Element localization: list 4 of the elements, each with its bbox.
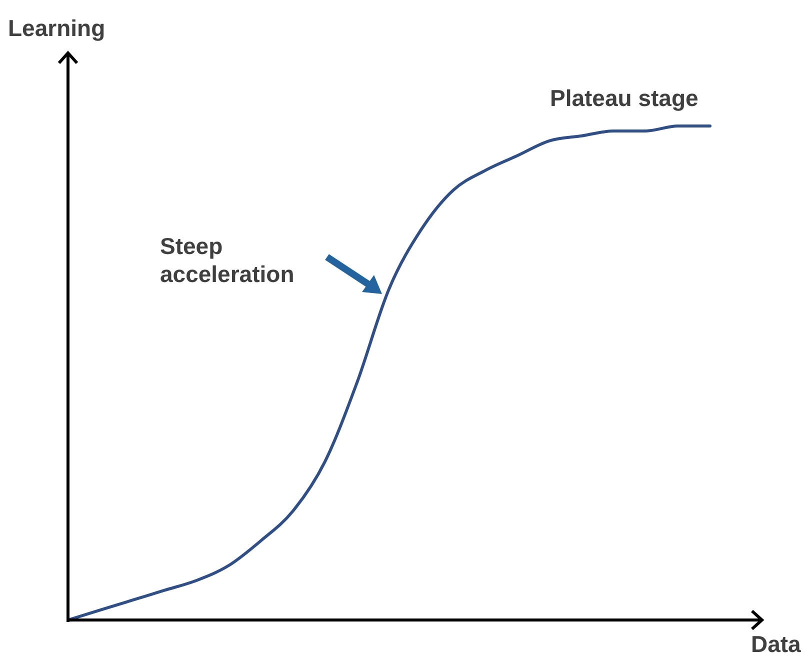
annotation: Steep acceleration [160, 233, 294, 287]
y-axis-title: Learning [8, 15, 106, 41]
text: Plateau stage [550, 85, 698, 111]
x-axis-title: Data [751, 631, 802, 657]
